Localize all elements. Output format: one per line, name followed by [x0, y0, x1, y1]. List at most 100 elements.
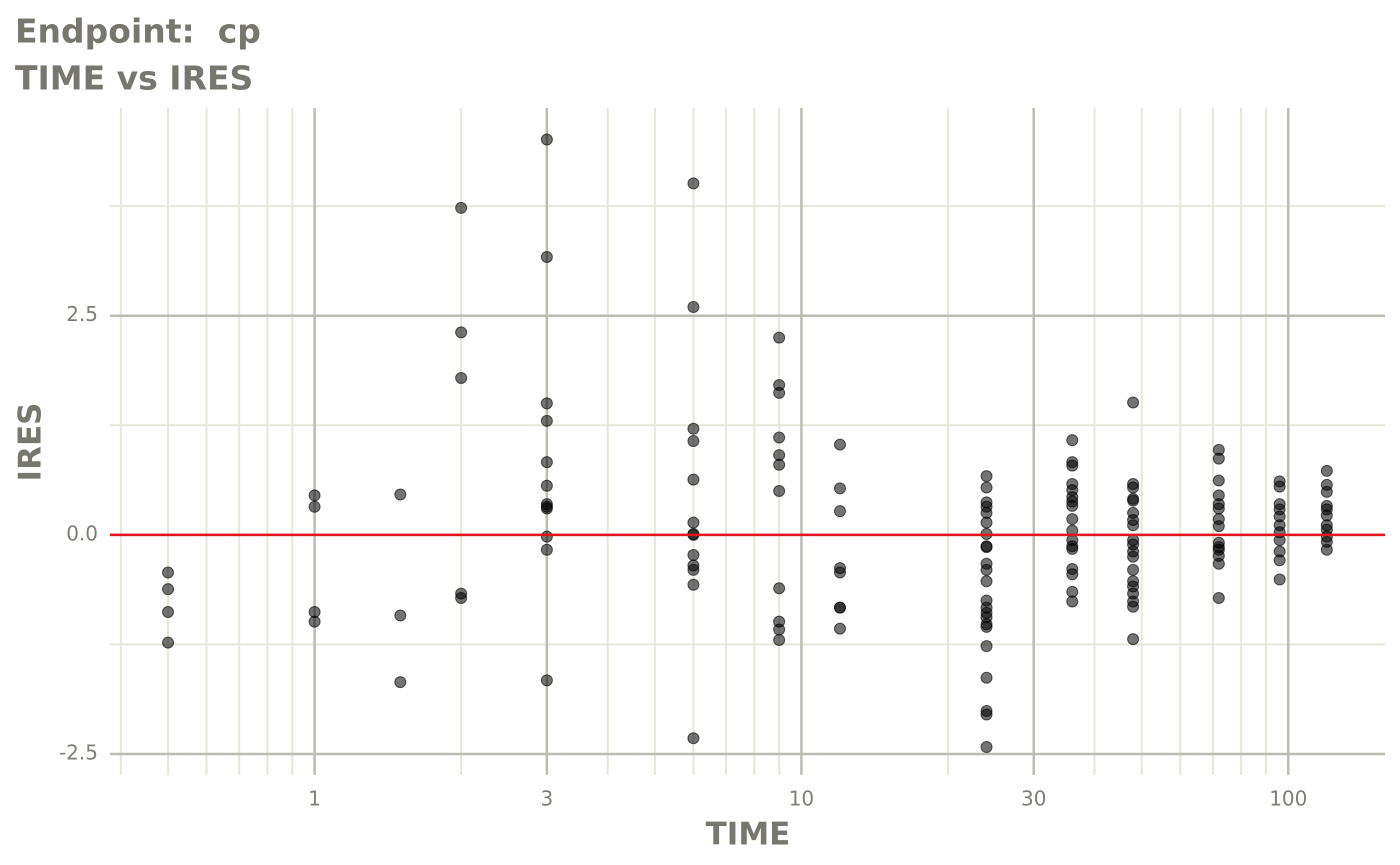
data-point [1066, 513, 1079, 526]
data-point [1273, 480, 1286, 493]
data-point [1127, 519, 1140, 532]
data-point [980, 740, 993, 753]
data-point [687, 578, 700, 591]
data-point [540, 543, 553, 556]
data-point [1066, 542, 1079, 555]
data-point [308, 615, 321, 628]
data-point [833, 505, 846, 518]
data-point [162, 636, 175, 649]
x-axis-label: TIME [706, 817, 791, 853]
data-point [1212, 452, 1225, 465]
data-point [455, 326, 468, 339]
data-point [773, 458, 786, 471]
data-point [540, 479, 553, 492]
data-point [1212, 502, 1225, 515]
data-point [980, 470, 993, 483]
data-point [980, 516, 993, 529]
data-point [308, 489, 321, 502]
x-tick-label: 100 [1269, 787, 1307, 811]
data-point [980, 671, 993, 684]
data-point [394, 609, 407, 622]
data-point [1127, 550, 1140, 563]
data-point [1273, 534, 1286, 547]
data-point [980, 481, 993, 494]
data-point [773, 634, 786, 647]
data-point [455, 371, 468, 384]
data-point [1127, 494, 1140, 507]
data-point [980, 620, 993, 633]
data-point [455, 201, 468, 214]
data-point [1320, 464, 1333, 477]
y-axis-label: IRES [13, 403, 49, 482]
data-point [833, 601, 846, 614]
data-point [1212, 474, 1225, 487]
data-point [687, 177, 700, 190]
data-point [540, 133, 553, 146]
data-point [773, 582, 786, 595]
data-point [1066, 499, 1079, 512]
data-point [773, 623, 786, 636]
data-point [687, 732, 700, 745]
data-point [1127, 563, 1140, 576]
data-point [1273, 573, 1286, 586]
data-point [687, 435, 700, 448]
data-point [833, 622, 846, 635]
data-point [1320, 543, 1333, 556]
data-point [540, 397, 553, 410]
data-point [687, 549, 700, 562]
data-point [1212, 520, 1225, 533]
data-point [394, 488, 407, 501]
data-point [980, 640, 993, 653]
data-point [833, 566, 846, 579]
data-point [540, 674, 553, 687]
data-point [687, 422, 700, 435]
y-tick-label: 2.5 [66, 302, 98, 326]
data-point [773, 386, 786, 399]
data-point [1127, 481, 1140, 494]
data-point [540, 530, 553, 543]
data-point [773, 331, 786, 344]
data-point [687, 563, 700, 576]
y-tick-label: 0.0 [66, 521, 98, 545]
data-point [773, 431, 786, 444]
data-point [1127, 633, 1140, 646]
data-point [1320, 485, 1333, 498]
data-point [980, 541, 993, 554]
data-point [980, 708, 993, 721]
data-point [980, 563, 993, 576]
data-point [833, 482, 846, 495]
data-point [1066, 595, 1079, 608]
chart-title: Endpoint: cp [15, 12, 261, 51]
data-point [162, 583, 175, 596]
data-point [1212, 591, 1225, 604]
x-tick-label: 10 [789, 787, 814, 811]
y-tick-label: -2.5 [59, 740, 98, 764]
data-point [687, 516, 700, 529]
data-point [455, 591, 468, 604]
x-tick-label: 1 [308, 787, 321, 811]
data-point [394, 676, 407, 689]
data-point [308, 500, 321, 513]
data-point [1212, 557, 1225, 570]
data-point [1066, 459, 1079, 472]
data-point [162, 566, 175, 579]
data-point [687, 300, 700, 313]
data-point [540, 456, 553, 469]
chart-subtitle: TIME vs IRES [15, 59, 253, 98]
x-tick-label: 30 [1021, 787, 1046, 811]
data-point [540, 502, 553, 515]
data-point [540, 251, 553, 264]
data-point [773, 485, 786, 498]
data-point [1066, 568, 1079, 581]
x-tick-label: 3 [541, 787, 554, 811]
data-point [833, 438, 846, 451]
data-point [980, 575, 993, 588]
data-point [687, 473, 700, 486]
data-point [1127, 396, 1140, 409]
data-point [540, 414, 553, 427]
data-point [162, 605, 175, 618]
data-point [1127, 600, 1140, 613]
data-point [1273, 554, 1286, 567]
data-point [1066, 434, 1079, 447]
